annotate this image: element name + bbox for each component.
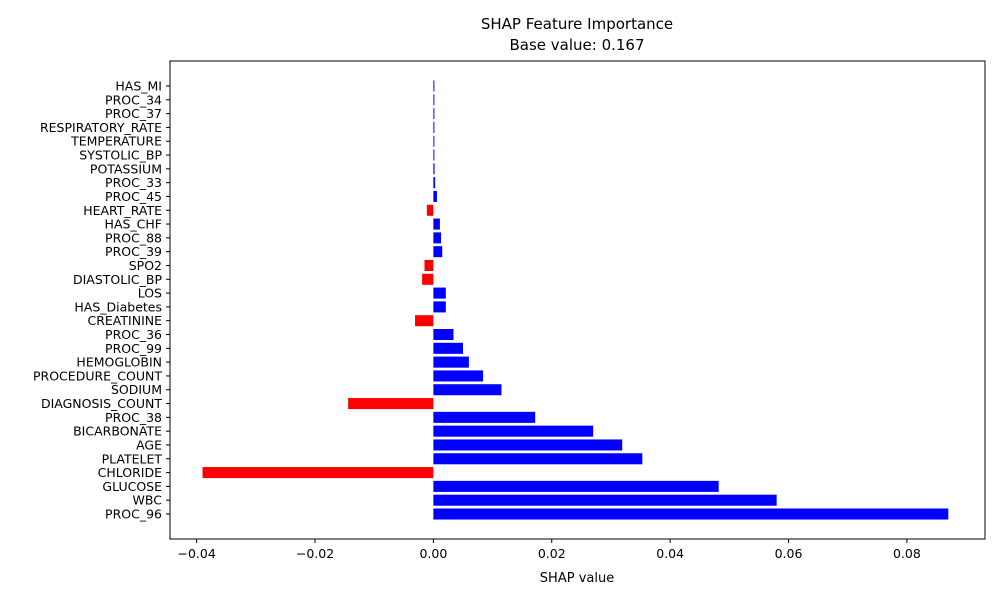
y-tick-label: PROC_99 — [105, 341, 162, 356]
y-tick-label: PROCEDURE_COUNT — [33, 368, 162, 383]
x-tick-label: 0.00 — [419, 546, 447, 561]
bar-glucose — [433, 480, 719, 492]
bar-age — [433, 439, 623, 451]
y-tick-label: PROC_39 — [105, 244, 162, 259]
bar-potassium — [433, 163, 435, 175]
x-tick-label: −0.02 — [296, 546, 334, 561]
y-tick-label: GLUCOSE — [102, 479, 162, 494]
chart-title: SHAP Feature Importance — [481, 15, 673, 33]
y-tick-label: CREATININE — [88, 313, 163, 328]
bar-proc-34 — [433, 94, 435, 106]
bars-group — [202, 80, 949, 520]
y-tick-label: PROC_38 — [105, 410, 162, 425]
x-tick-label: 0.08 — [893, 546, 921, 561]
bar-sodium — [433, 384, 502, 396]
plot-frame — [169, 60, 986, 540]
y-tick-label: PROC_88 — [105, 230, 162, 245]
bar-proc-99 — [433, 342, 463, 354]
y-tick-label: HAS_Diabetes — [74, 299, 162, 314]
y-tick-label: RESPIRATORY_RATE — [40, 120, 162, 135]
y-tick-label: PROC_34 — [105, 92, 162, 107]
bar-respiratory-rate — [433, 121, 435, 133]
bar-bicarbonate — [433, 425, 594, 437]
y-tick-label: AGE — [136, 437, 162, 452]
bar-has-chf — [433, 218, 440, 230]
y-tick-label: DIASTOLIC_BP — [73, 272, 162, 287]
bar-has-mi — [433, 80, 435, 92]
bar-wbc — [433, 494, 777, 506]
bar-platelet — [433, 453, 643, 465]
y-tick-label: HAS_MI — [115, 79, 162, 94]
bar-chloride — [202, 467, 434, 479]
y-tick-label: LOS — [138, 286, 162, 301]
x-axis-label: SHAP value — [540, 571, 614, 586]
y-tick-label: PROC_96 — [105, 507, 162, 522]
y-tick-label: HAS_CHF — [105, 217, 162, 232]
bar-los — [433, 287, 446, 299]
x-tick-label: −0.04 — [177, 546, 215, 561]
bar-has-diabetes — [433, 301, 446, 313]
y-tick-label: PLATELET — [102, 451, 163, 466]
bar-spo2 — [424, 259, 434, 272]
bar-procedure-count — [433, 370, 484, 382]
y-tick-label: PROC_33 — [105, 175, 162, 190]
bar-proc-33 — [433, 177, 436, 189]
y-tick-label: SPO2 — [129, 258, 162, 273]
y-tick-label: DIAGNOSIS_COUNT — [41, 396, 162, 411]
bar-creatinine — [415, 315, 434, 327]
y-tick-label: PROC_37 — [105, 106, 162, 121]
x-ticks: −0.04 −0.02 0.00 0.02 0.04 0.06 0.08 — [177, 539, 921, 561]
bar-proc-96 — [433, 508, 949, 520]
x-tick-label: 0.04 — [656, 546, 684, 561]
bar-heart-rate — [426, 204, 434, 216]
y-tick-label: PROC_45 — [105, 189, 162, 204]
chart-subtitle: Base value: 0.167 — [509, 36, 644, 54]
bar-hemoglobin — [433, 356, 469, 368]
y-tick-label: BICARBONATE — [73, 424, 162, 439]
y-tick-label: CHLORIDE — [98, 465, 162, 480]
y-tick-label: TEMPERATURE — [70, 134, 162, 149]
y-tick-label: WBC — [133, 493, 163, 508]
bar-temperature — [433, 135, 435, 147]
bar-proc-37 — [433, 108, 435, 120]
x-tick-label: 0.06 — [775, 546, 803, 561]
x-tick-label: 0.02 — [538, 546, 566, 561]
y-tick-label: SYSTOLIC_BP — [79, 148, 162, 163]
y-tick-label: HEART_RATE — [83, 203, 162, 218]
bar-diagnosis-count — [348, 398, 434, 410]
y-tick-label: PROC_36 — [105, 327, 162, 342]
bar-diastolic-bp — [422, 273, 434, 285]
y-tick-label: HEMOGLOBIN — [76, 355, 162, 370]
bar-proc-39 — [433, 246, 443, 258]
bar-proc-36 — [433, 328, 454, 341]
bar-systolic-bp — [433, 149, 435, 161]
bar-proc-88 — [433, 232, 442, 244]
y-tick-labels: PROC_96WBCGLUCOSECHLORIDEPLATELETAGEBICA… — [33, 79, 170, 522]
bar-proc-38 — [433, 411, 536, 423]
y-tick-label: POTASSIUM — [90, 161, 162, 176]
y-tick-label: SODIUM — [111, 382, 162, 397]
bar-proc-45 — [433, 190, 437, 202]
